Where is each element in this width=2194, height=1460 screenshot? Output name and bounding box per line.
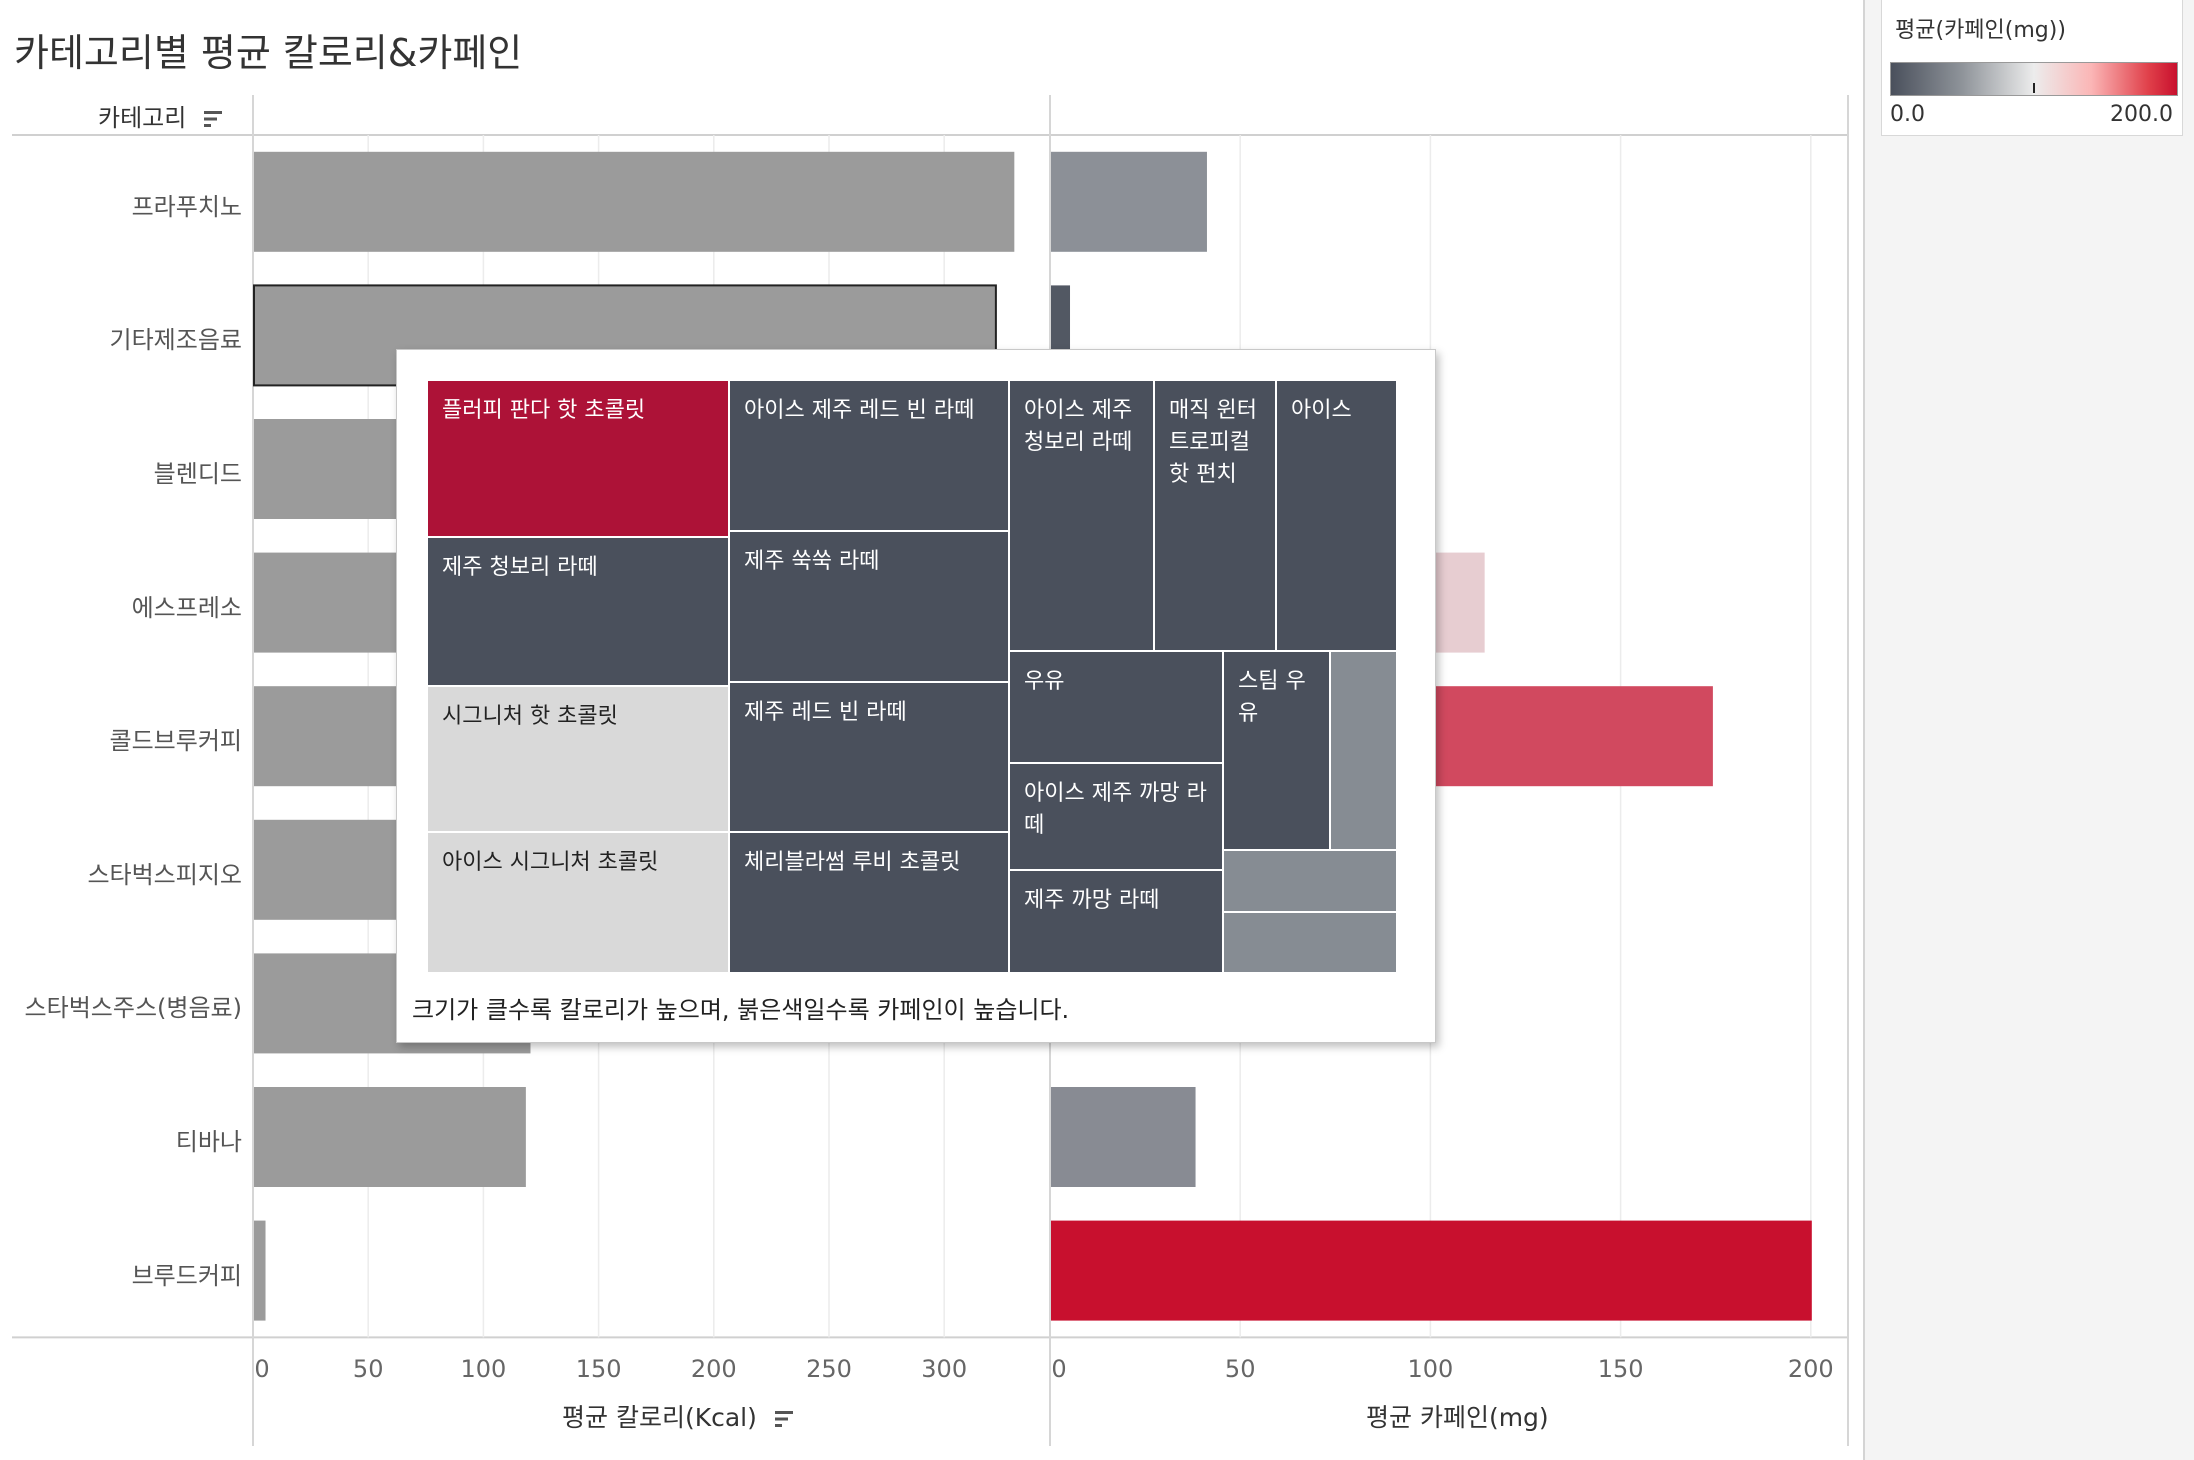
- caffeine-bar[interactable]: [1051, 1087, 1196, 1187]
- treemap-cell[interactable]: 아이스 제주 레드 빈 라떼: [729, 380, 1009, 531]
- category-label[interactable]: 블렌디드: [153, 460, 242, 488]
- treemap-cell[interactable]: 시그니처 핫 초콜릿: [427, 686, 729, 832]
- category-label[interactable]: 스타벅스주스(병음료): [24, 994, 242, 1023]
- treemap-cell[interactable]: 스팀 우유: [1223, 651, 1330, 850]
- treemap-cell[interactable]: 아이스 제주 까망 라떼: [1009, 763, 1223, 870]
- legend-gradient[interactable]: [1890, 62, 2178, 96]
- page-title: 카테고리별 평균 칼로리&카페인: [14, 31, 523, 75]
- tick-label: 0: [1051, 1355, 1066, 1383]
- legend-midpoint-tick: [2033, 83, 2035, 93]
- calorie-axis-label: 평균 칼로리(Kcal): [562, 1403, 757, 1432]
- treemap-cell[interactable]: [1223, 850, 1397, 912]
- category-label[interactable]: 기타제조음료: [109, 326, 242, 355]
- tick-label: 300: [921, 1355, 967, 1383]
- category-label[interactable]: 프라푸치노: [131, 192, 242, 221]
- treemap-cell[interactable]: 체리블라썸 루비 초콜릿: [729, 832, 1009, 973]
- category-header-label: 카테고리: [98, 104, 187, 132]
- legend-max-label: 200.0: [2110, 102, 2173, 127]
- treemap-cell[interactable]: 제주 청보리 라떼: [427, 537, 729, 686]
- tick-label: 0: [254, 1355, 269, 1383]
- legend-title: 평균(카페인(mg)): [1895, 18, 2066, 43]
- treemap-caption: 크기가 클수록 칼로리가 높으며, 붉은색일수록 카페인이 높습니다.: [412, 996, 1070, 1024]
- tick-label: 100: [1407, 1355, 1453, 1383]
- treemap-cell[interactable]: [1223, 912, 1397, 973]
- treemap-cell[interactable]: 매직 윈터 트로피컬 핫 펀치: [1154, 380, 1276, 651]
- treemap-cell[interactable]: 우유: [1009, 651, 1223, 763]
- treemap-cell[interactable]: 아이스 제주 청보리 라떼: [1009, 380, 1154, 651]
- category-label[interactable]: 콜드브루커피: [109, 727, 242, 756]
- caffeine-bar[interactable]: [1051, 1220, 1812, 1321]
- category-header[interactable]: 카테고리: [98, 98, 226, 133]
- sort-icon[interactable]: [202, 109, 226, 129]
- tick-label: 150: [1598, 1355, 1644, 1383]
- category-label[interactable]: 에스프레소: [131, 593, 242, 622]
- treemap-cell[interactable]: 아이스 시그니처 초콜릿: [427, 832, 729, 973]
- treemap-cell[interactable]: 아이스: [1276, 380, 1397, 651]
- tick-label: 150: [576, 1355, 622, 1383]
- legend-panel: [1863, 0, 2194, 1460]
- treemap-cell[interactable]: 제주 까망 라떼: [1009, 870, 1223, 973]
- tick-label: 200: [1788, 1355, 1834, 1383]
- tick-label: 50: [353, 1355, 384, 1383]
- category-label[interactable]: 브루드커피: [131, 1261, 242, 1290]
- calorie-axis-title[interactable]: 평균 칼로리(Kcal): [562, 1398, 797, 1434]
- legend-min-label: 0.0: [1890, 102, 1925, 127]
- calorie-bar[interactable]: [254, 1087, 526, 1187]
- calorie-tick-labels: 0 50 100 150 200 250 300: [254, 1355, 967, 1383]
- tick-label: 250: [806, 1355, 852, 1383]
- treemap-cell[interactable]: 플러피 판다 핫 초콜릿: [427, 380, 729, 537]
- tooltip-treemap: 플러피 판다 핫 초콜릿 아이스 제주 레드 빈 라떼 아이스 제주 청보리 라떼 매…: [396, 349, 1436, 1043]
- treemap-cell[interactable]: [1330, 651, 1397, 850]
- tick-label: 200: [691, 1355, 737, 1383]
- calorie-bar[interactable]: [254, 151, 1015, 252]
- caffeine-axis-title: 평균 카페인(mg): [1366, 1403, 1549, 1432]
- category-label[interactable]: 스타벅스피지오: [87, 860, 242, 889]
- category-label[interactable]: 티바나: [175, 1128, 242, 1156]
- calorie-bar[interactable]: [254, 1220, 266, 1321]
- sort-icon[interactable]: [773, 1409, 797, 1429]
- tick-label: 50: [1225, 1355, 1256, 1383]
- tick-label: 100: [460, 1355, 506, 1383]
- caffeine-bar[interactable]: [1051, 151, 1207, 252]
- caffeine-tick-labels: 0 50 100 150 200: [1051, 1355, 1833, 1383]
- treemap-cell[interactable]: 제주 레드 빈 라떼: [729, 682, 1009, 832]
- treemap-cell[interactable]: 제주 쑥쑥 라떼: [729, 531, 1009, 682]
